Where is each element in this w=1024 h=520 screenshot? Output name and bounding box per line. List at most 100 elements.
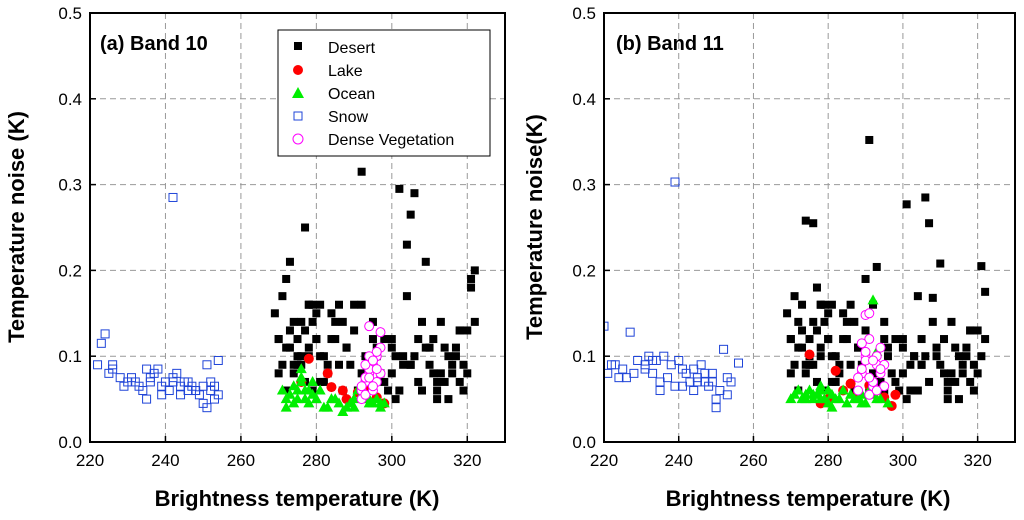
- point-desert: [820, 386, 829, 395]
- point-desert: [270, 309, 279, 318]
- y-tick-label: 0.1: [58, 347, 82, 366]
- point-desert: [812, 377, 821, 386]
- point-dense-vegetation: [371, 364, 382, 375]
- y-axis-label: Temperature noise(K): [522, 114, 547, 340]
- point-desert: [335, 300, 343, 309]
- point-desert: [798, 300, 807, 309]
- legend-marker-snow: [293, 111, 303, 121]
- point-desert: [444, 395, 453, 404]
- point-snow: [96, 338, 106, 348]
- point-desert: [936, 360, 945, 369]
- point-desert: [425, 360, 434, 369]
- legend-marker-ocean: [292, 87, 304, 98]
- point-snow: [183, 377, 193, 387]
- point-snow: [606, 360, 616, 370]
- point-dense-vegetation: [879, 381, 890, 392]
- point-desert: [395, 184, 404, 193]
- point-snow: [108, 360, 118, 370]
- point-ocean: [856, 397, 868, 408]
- point-desert: [278, 292, 287, 301]
- point-snow: [604, 321, 609, 331]
- point-snow: [707, 377, 717, 387]
- point-desert: [410, 189, 419, 198]
- point-dense-vegetation: [853, 385, 864, 396]
- point-desert: [880, 335, 889, 344]
- point-desert: [406, 210, 415, 219]
- point-desert: [357, 167, 366, 176]
- legend-marker-lake: [293, 65, 303, 75]
- point-desert: [289, 317, 298, 326]
- point-desert: [947, 317, 956, 326]
- point-ocean: [882, 397, 894, 408]
- point-desert: [395, 386, 404, 395]
- point-desert: [966, 377, 975, 386]
- plot-frame: [603, 12, 1016, 443]
- point-dense-vegetation: [853, 372, 864, 383]
- point-desert: [943, 377, 952, 386]
- y-tick-label: 0.2: [572, 261, 596, 280]
- point-desert: [906, 360, 915, 369]
- point-desert: [816, 343, 825, 352]
- point-desert: [824, 309, 833, 318]
- point-desert: [835, 360, 844, 369]
- x-tick-label: 240: [665, 451, 693, 470]
- point-desert: [812, 283, 821, 292]
- point-desert: [440, 377, 449, 386]
- point-desert: [384, 386, 393, 395]
- x-tick-label: 220: [76, 451, 104, 470]
- point-desert: [883, 352, 892, 361]
- point-ocean: [310, 393, 322, 404]
- point-snow: [625, 327, 635, 337]
- point-desert: [954, 352, 963, 361]
- point-snow: [168, 192, 178, 202]
- data-points: [93, 167, 479, 416]
- point-desert: [418, 386, 426, 395]
- point-ocean: [307, 375, 319, 386]
- point-desert: [350, 326, 359, 335]
- point-desert: [433, 395, 442, 404]
- point-ocean: [280, 401, 292, 412]
- point-desert: [932, 343, 941, 352]
- point-desert: [898, 343, 907, 352]
- point-desert: [928, 293, 937, 302]
- point-desert: [936, 259, 945, 268]
- point-desert: [467, 283, 476, 292]
- point-dense-vegetation: [360, 359, 371, 370]
- point-ocean: [837, 384, 849, 395]
- point-ocean: [295, 371, 307, 382]
- point-desert: [391, 395, 400, 404]
- y-tick-label: 0.1: [572, 347, 596, 366]
- x-tick-label: 300: [889, 451, 917, 470]
- point-ocean: [815, 393, 827, 404]
- y-tick-label: 0.2: [58, 261, 82, 280]
- point-desert: [925, 219, 934, 228]
- point-desert: [470, 317, 479, 326]
- point-snow: [722, 390, 732, 400]
- point-desert: [958, 369, 967, 378]
- legend-label: Desert: [328, 40, 376, 57]
- point-desert: [895, 386, 904, 395]
- point-lake: [303, 353, 314, 364]
- point-desert: [304, 343, 313, 352]
- point-desert: [891, 335, 900, 344]
- point-desert: [794, 317, 803, 326]
- point-desert: [448, 369, 457, 378]
- point-dense-vegetation: [364, 321, 375, 332]
- legend-entry-ocean: Ocean: [292, 86, 375, 103]
- point-desert: [786, 335, 795, 344]
- x-tick-label: 300: [378, 451, 406, 470]
- point-desert: [872, 262, 881, 271]
- point-ocean: [292, 384, 303, 395]
- point-desert: [981, 287, 990, 296]
- point-snow: [93, 360, 103, 370]
- point-desert: [798, 343, 807, 352]
- point-desert: [350, 300, 359, 309]
- point-desert: [331, 335, 340, 344]
- point-snow: [674, 355, 684, 365]
- point-desert: [402, 292, 411, 301]
- point-desert: [455, 326, 464, 335]
- point-desert: [312, 309, 321, 318]
- point-desert: [391, 352, 400, 361]
- point-desert: [331, 317, 340, 326]
- point-desert: [809, 219, 818, 228]
